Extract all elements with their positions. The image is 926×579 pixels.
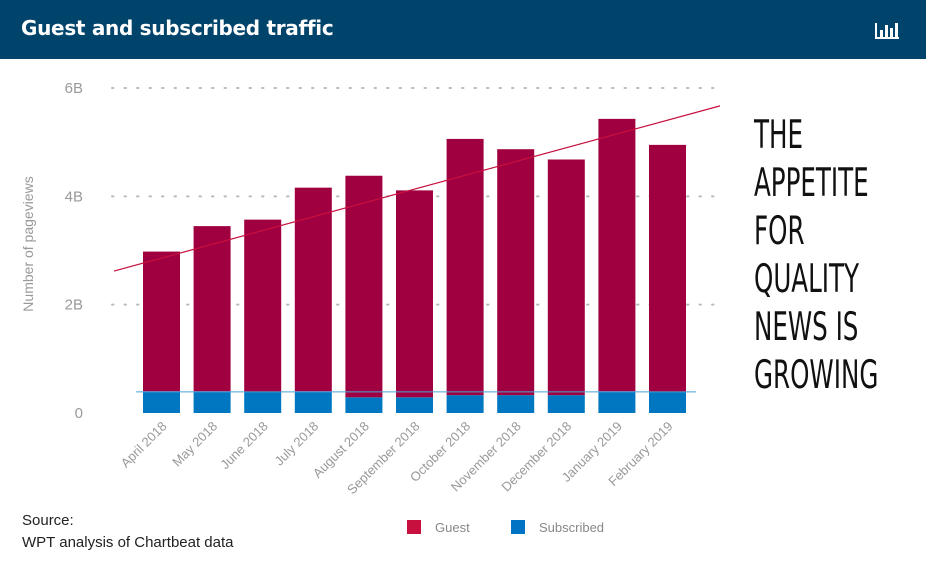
- bar-subscribed: [649, 391, 686, 413]
- bar-chart-icon[interactable]: [874, 20, 900, 40]
- annotation-line: FOR: [754, 209, 805, 254]
- annotation-line: THE: [754, 113, 803, 158]
- bar-guest: [547, 159, 585, 396]
- annotation-line: GROWING: [754, 353, 879, 398]
- headline-annotation: THE APPETITE FOR QUALITY NEWS IS GROWING: [754, 112, 879, 400]
- bar-subscribed: [345, 397, 383, 413]
- y-tick-label: 0: [75, 405, 83, 422]
- bar-subscribed: [294, 391, 332, 413]
- bar-guest: [598, 118, 636, 392]
- source-label: Source:: [22, 512, 74, 529]
- legend-item-subscribed[interactable]: Subscribed: [511, 520, 604, 535]
- annotation-line: NEWS IS: [754, 305, 859, 350]
- legend-label-guest: Guest: [435, 520, 470, 535]
- legend-label-subscribed: Subscribed: [539, 520, 605, 535]
- bar-subscribed: [598, 391, 636, 413]
- annotation-line: APPETITE: [754, 161, 869, 206]
- y-tick-label: 6B: [65, 80, 83, 97]
- bar-guest: [396, 190, 433, 398]
- bar-guest: [143, 251, 180, 392]
- stacked-bar-chart: 0 2B 4B 6B Number of pageviews April 2018 May …: [20, 80, 721, 497]
- chart-header: Guest and subscribed traffic: [0, 0, 926, 59]
- legend-swatch-subscribed: [511, 520, 525, 534]
- bar-subscribed: [143, 391, 180, 413]
- trendline: [113, 105, 721, 272]
- y-tick-label: 4B: [65, 188, 83, 205]
- legend-item-guest[interactable]: Guest: [407, 520, 470, 535]
- source-text: WPT analysis of Chartbeat data: [22, 534, 234, 551]
- bar-guest: [345, 175, 383, 398]
- bar-guest: [193, 226, 231, 392]
- y-axis-title: Number of pageviews: [20, 176, 36, 311]
- source-note: Source: WPT analysis of Chartbeat data: [22, 510, 234, 554]
- bar-subscribed: [446, 395, 484, 413]
- x-tick-label: July 2018: [271, 419, 321, 469]
- bar-subscribed: [497, 395, 535, 413]
- x-tick-label: April 2018: [118, 419, 170, 471]
- bar-guest: [649, 144, 686, 392]
- bar-guest: [446, 138, 484, 396]
- chart-title: Guest and subscribed traffic: [21, 16, 334, 40]
- bar-subscribed: [244, 391, 282, 413]
- bar-guest: [294, 187, 332, 392]
- legend-swatch-guest: [407, 520, 421, 534]
- x-tick-label: May 2018: [169, 419, 220, 470]
- y-tick-label: 2B: [65, 297, 83, 314]
- bar-subscribed: [396, 397, 433, 413]
- bar-guest: [497, 149, 535, 396]
- x-tick-label: June 2018: [217, 419, 271, 473]
- bar-subscribed: [547, 395, 585, 413]
- bar-guest: [244, 219, 282, 392]
- annotation-line: QUALITY: [754, 257, 860, 302]
- bar-subscribed: [193, 391, 231, 413]
